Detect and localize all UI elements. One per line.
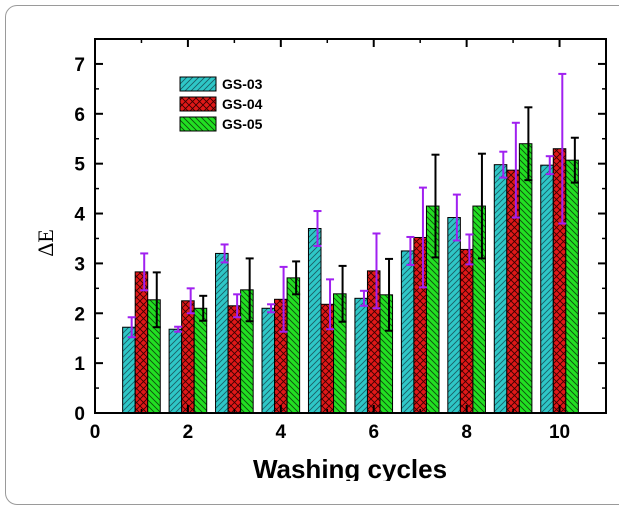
errorbar-gs-04-2 bbox=[186, 287, 195, 315]
bar-gs-03-4 bbox=[261, 307, 276, 414]
x-tick-label: 2 bbox=[183, 422, 194, 443]
bar-gs-05-7 bbox=[425, 205, 440, 414]
errorbar-gs-05-5 bbox=[338, 264, 347, 323]
errorbar-gs-05-1 bbox=[152, 271, 161, 329]
y-tick-label: 6 bbox=[74, 105, 85, 126]
axis-ticks: 0 1 2 3 4 5 6 7 0 2 4 6 8 10 bbox=[74, 38, 606, 443]
errorbars-layer bbox=[127, 72, 579, 339]
errorbar-gs-04-9 bbox=[511, 121, 520, 219]
errorbar-gs-03-6 bbox=[359, 289, 368, 307]
bar-gs-04-1 bbox=[134, 271, 149, 414]
bar-gs-05-3 bbox=[240, 289, 254, 414]
x-tick-label: 10 bbox=[549, 422, 570, 443]
legend-label-gs-05: GS-05 bbox=[222, 116, 263, 132]
x-tick-label: 4 bbox=[276, 422, 287, 443]
y-axis-title: ΔE bbox=[33, 229, 58, 257]
bar-gs-03-7 bbox=[400, 250, 415, 414]
errorbar-gs-04-3 bbox=[233, 293, 242, 319]
bar-gs-05-5 bbox=[333, 293, 347, 414]
errorbar-gs-04-4 bbox=[279, 265, 288, 333]
errorbar-gs-04-5 bbox=[326, 278, 335, 331]
legend: GS-03 GS-04 GS-05 bbox=[179, 76, 263, 132]
errorbar-gs-05-8 bbox=[477, 152, 486, 260]
bars-layer bbox=[122, 143, 579, 414]
errorbar-gs-04-8 bbox=[465, 233, 474, 266]
errorbar-gs-05-9 bbox=[524, 106, 533, 182]
bar-gs-04-6 bbox=[366, 270, 381, 414]
bar-gs-03-10 bbox=[540, 164, 554, 414]
x-axis-title: Washing cycles bbox=[253, 454, 447, 481]
bar-gs-03-2 bbox=[168, 328, 183, 414]
errorbar-gs-03-3 bbox=[220, 243, 229, 264]
x-tick-label: 8 bbox=[461, 422, 472, 443]
bar-gs-03-9 bbox=[493, 164, 508, 414]
x-tick-label: 6 bbox=[368, 422, 379, 443]
legend-swatch-gs-05 bbox=[179, 116, 217, 132]
legend-swatch-gs-04 bbox=[179, 96, 217, 112]
errorbar-gs-04-10 bbox=[558, 72, 567, 225]
y-tick-label: 7 bbox=[74, 55, 85, 76]
errorbar-gs-03-7 bbox=[406, 235, 415, 266]
plot-area-border bbox=[94, 38, 607, 414]
y-tick-label: 0 bbox=[74, 404, 85, 425]
y-tick-label: 1 bbox=[74, 354, 85, 375]
y-tick-label: 3 bbox=[74, 254, 85, 275]
errorbar-gs-05-6 bbox=[385, 257, 394, 332]
bar-gs-03-6 bbox=[354, 297, 368, 414]
errorbar-gs-04-6 bbox=[372, 232, 381, 310]
bar-gs-04-10 bbox=[552, 148, 567, 414]
bar-gs-04-7 bbox=[413, 236, 427, 414]
bar-gs-05-1 bbox=[147, 299, 161, 414]
legend-label-gs-03: GS-03 bbox=[222, 76, 263, 92]
legend-swatch-gs-03 bbox=[179, 76, 217, 92]
legend-label-gs-04: GS-04 bbox=[222, 96, 263, 112]
bar-gs-04-5 bbox=[320, 303, 335, 414]
errorbar-gs-03-10 bbox=[545, 155, 554, 176]
bar-gs-05-6 bbox=[379, 294, 394, 414]
errorbar-gs-05-4 bbox=[292, 260, 301, 296]
errorbar-gs-05-10 bbox=[570, 136, 579, 184]
bar-gs-04-2 bbox=[181, 300, 195, 414]
bar-gs-05-10 bbox=[565, 159, 579, 414]
y-tick-label: 4 bbox=[74, 205, 85, 226]
bar-gs-03-1 bbox=[122, 326, 136, 414]
bar-gs-05-9 bbox=[518, 143, 533, 414]
bar-gs-03-3 bbox=[215, 252, 229, 414]
bar-gs-04-4 bbox=[274, 298, 288, 414]
bar-gs-04-8 bbox=[459, 248, 474, 414]
errorbar-gs-03-9 bbox=[499, 150, 508, 179]
bar-gs-05-2 bbox=[193, 307, 208, 414]
errorbar-gs-03-8 bbox=[452, 193, 461, 242]
bar-gs-04-3 bbox=[227, 305, 242, 414]
bar-gs-04-9 bbox=[506, 169, 520, 414]
y-tick-label: 2 bbox=[74, 304, 85, 325]
errorbar-gs-05-3 bbox=[245, 257, 254, 323]
errorbar-gs-05-2 bbox=[199, 294, 208, 322]
errorbar-gs-04-1 bbox=[140, 252, 149, 292]
errorbar-gs-03-2 bbox=[174, 325, 183, 333]
bar-gs-05-8 bbox=[472, 205, 486, 414]
bar-gs-03-5 bbox=[307, 227, 322, 414]
bar-gs-03-8 bbox=[447, 217, 461, 414]
errorbar-gs-04-7 bbox=[418, 186, 427, 289]
errorbar-gs-03-4 bbox=[267, 303, 276, 314]
bar-gs-05-4 bbox=[286, 277, 301, 414]
bar-chart: 0 1 2 3 4 5 6 7 0 2 4 6 8 10 GS-03 GS-04 GS-05 Washing … bbox=[33, 38, 607, 481]
y-tick-label: 5 bbox=[74, 155, 85, 176]
x-tick-label: 0 bbox=[90, 422, 101, 443]
errorbar-gs-03-1 bbox=[127, 316, 136, 339]
errorbar-gs-05-7 bbox=[431, 153, 440, 259]
errorbar-gs-03-5 bbox=[313, 210, 322, 247]
